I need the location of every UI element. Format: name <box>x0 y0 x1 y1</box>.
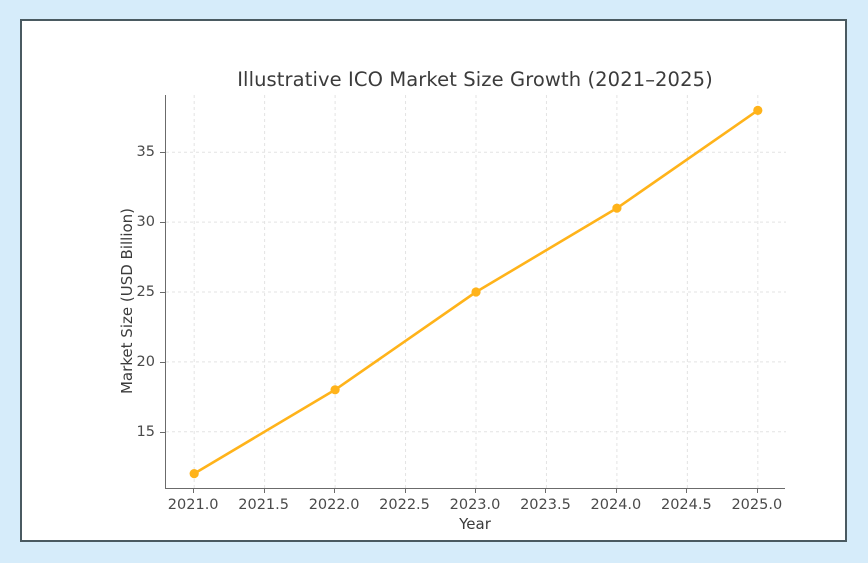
data-point-marker <box>330 385 340 395</box>
x-tick-mark <box>193 489 195 493</box>
x-axis-label: Year <box>459 515 491 533</box>
y-tick-mark <box>160 292 165 293</box>
x-tick-mark <box>334 489 336 493</box>
y-tick-label: 25 <box>136 284 155 300</box>
y-tick-mark <box>160 361 165 363</box>
x-tick-label: 2023.5 <box>520 497 571 513</box>
x-tick-mark <box>404 489 406 493</box>
x-tick-mark <box>263 489 265 493</box>
x-tick-label: 2022.5 <box>379 497 430 513</box>
x-tick-mark <box>475 489 476 493</box>
y-tick-label: 15 <box>136 423 155 440</box>
chart-title: Illustrative ICO Market Size Growth (202… <box>237 68 713 91</box>
x-tick-label: 2024.5 <box>660 497 712 513</box>
chart-svg <box>166 95 786 489</box>
x-tick-label: 2024.0 <box>590 497 642 513</box>
data-point-marker <box>189 469 199 479</box>
y-axis-label: Market Size (USD Billion) <box>118 207 136 395</box>
x-tick-label: 2025.0 <box>731 497 783 513</box>
x-tick-label: 2021.5 <box>238 497 289 513</box>
x-tick-mark <box>686 489 688 493</box>
y-tick-label: 35 <box>136 144 155 161</box>
figure-card <box>20 19 847 542</box>
y-tick-label: 20 <box>136 353 155 370</box>
x-tick-label: 2022.0 <box>308 497 360 513</box>
x-tick-mark <box>615 489 617 493</box>
y-tick-mark <box>160 222 165 224</box>
plot-area <box>165 95 786 489</box>
y-tick-mark <box>160 152 165 154</box>
x-tick-label: 2023.0 <box>449 497 501 513</box>
data-point-marker <box>753 105 763 115</box>
y-tick-label: 30 <box>136 214 155 231</box>
y-tick-mark <box>160 431 165 433</box>
data-point-marker <box>471 287 481 297</box>
data-point-marker <box>612 203 622 213</box>
x-tick-mark <box>545 489 547 493</box>
plot-canvas <box>166 95 786 489</box>
x-tick-label: 2021.0 <box>167 497 219 513</box>
x-tick-mark <box>756 489 758 493</box>
